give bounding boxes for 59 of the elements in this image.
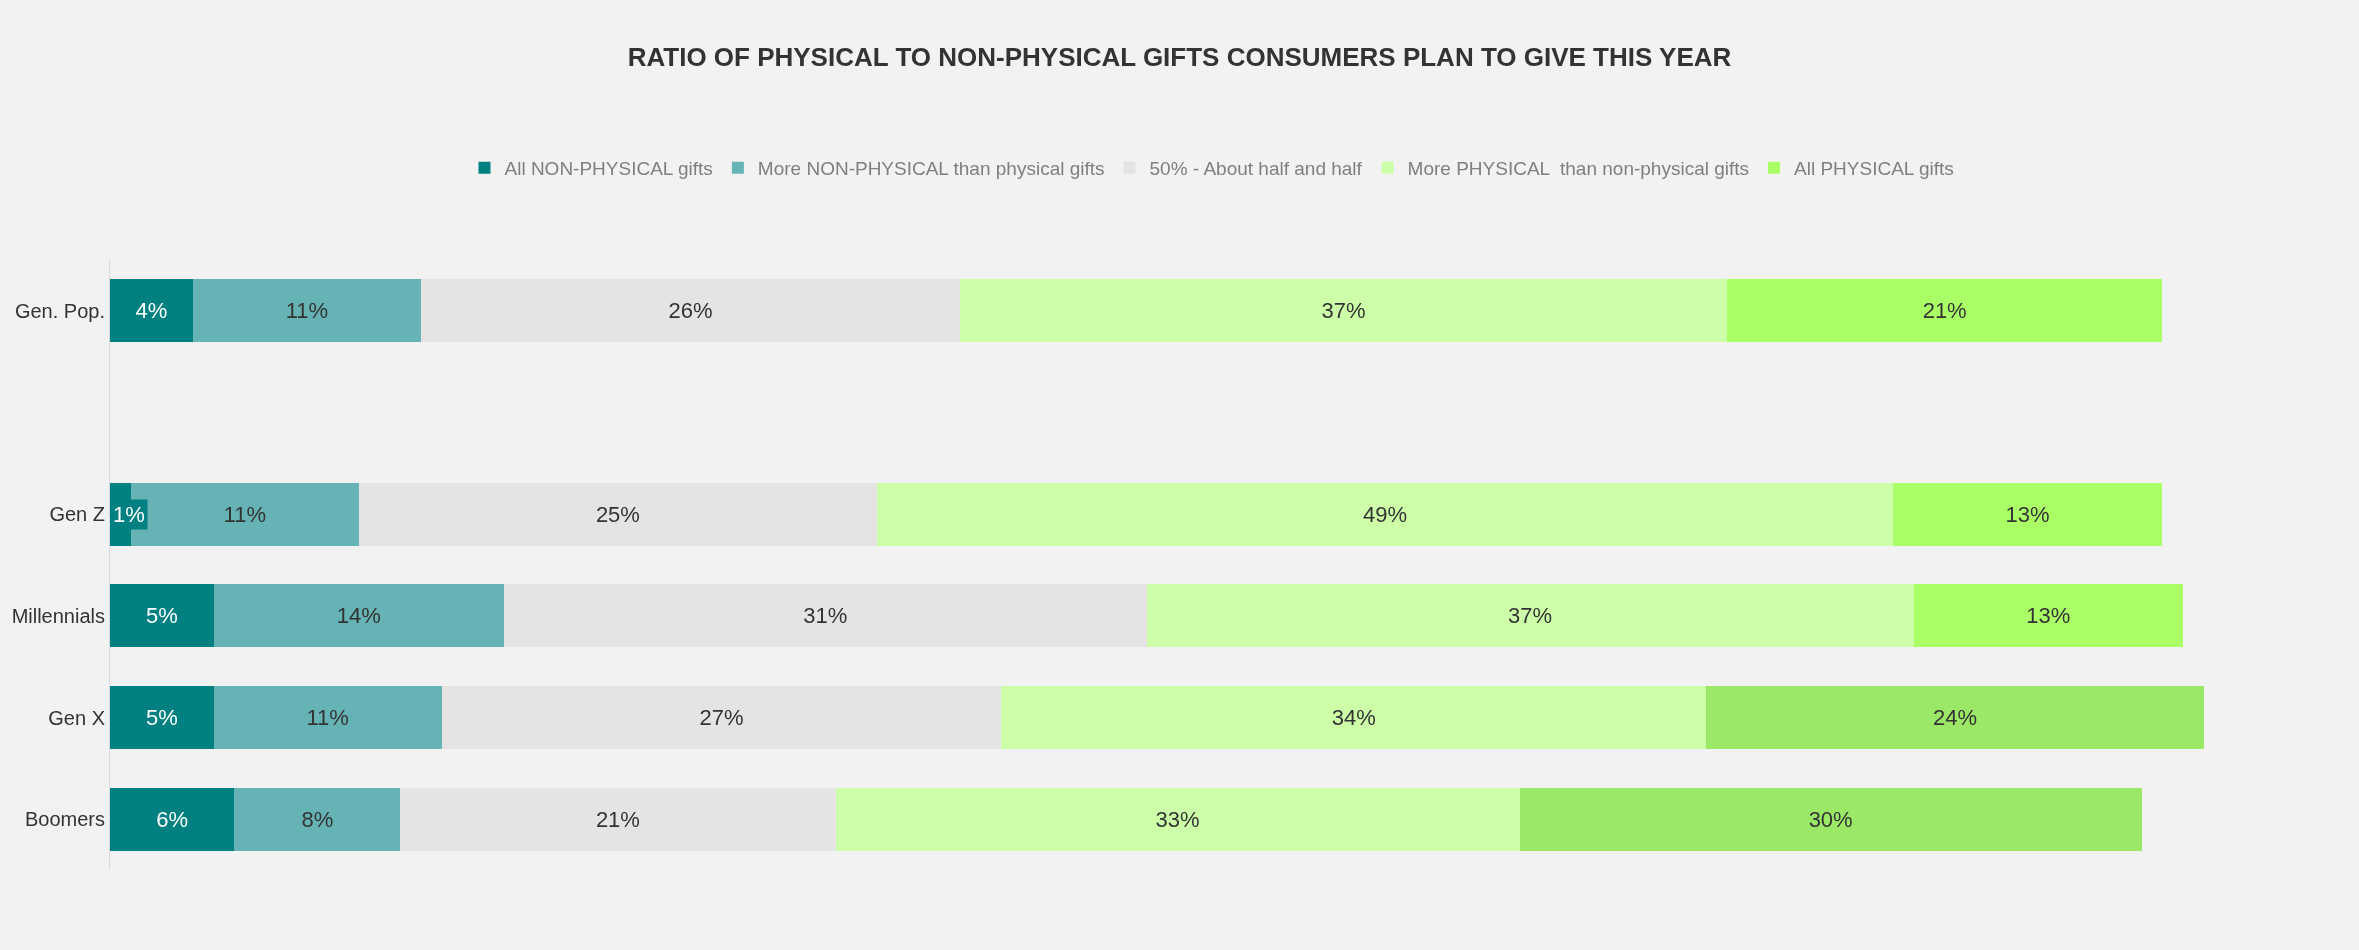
data-label: 25% [595,501,640,527]
bar [110,787,235,851]
legend-label: 50% - About half and half [1149,158,1363,180]
bar [110,584,214,648]
bar [192,279,421,343]
bar [400,787,836,851]
data-label: 6% [156,806,189,832]
legend-label: More PHYSICAL than non-physical gifts [1407,158,1750,180]
y-tick-label: Boomers [24,808,105,831]
data-label: 11% [223,501,266,527]
data-label: 8% [301,806,334,832]
data-label: 30% [1808,806,1853,832]
legend-label: All NON-PHYSICAL gifts [504,158,713,180]
data-label: 14% [336,603,381,629]
bar [1146,584,1914,648]
data-label: 11% [306,705,349,730]
bar [835,787,1520,851]
bar [1892,482,2163,546]
data-label: 31% [803,603,848,629]
data-label: 27% [699,705,744,730]
bar [213,685,442,750]
y-tick-label: Gen Z [49,503,105,526]
bar [110,685,214,750]
data-label: 26% [668,298,713,324]
legend-label: More NON-PHYSICAL than physical gifts [757,158,1105,180]
bar [959,279,1727,343]
data-label: 37% [1508,603,1553,629]
legend-label: All PHYSICAL gifts [1794,158,1954,180]
chart-title: RATIO OF PHYSICAL TO NON-PHYSICAL GIFTS CONSUMERS PLAN TO GIVE THIS YEAR [627,41,1732,72]
bar [1001,685,1707,750]
y-tick-label: Gen X [48,706,105,729]
data-label: 21% [595,806,640,832]
bar [877,482,1893,546]
bar [358,482,878,546]
data-label: 34% [1331,705,1376,730]
data-label: 5% [145,603,178,629]
bar [1913,584,2184,648]
bar [234,787,401,851]
data-label: 24% [1933,705,1978,730]
data-label: 4% [135,298,168,324]
bar [1519,787,2142,851]
bar [1726,279,2163,343]
data-label: 49% [1362,501,1407,527]
bar [213,584,504,648]
data-label: 13% [2026,603,2071,629]
data-label: 13% [2005,501,2050,527]
bar [1706,685,2204,750]
bar [503,584,1147,648]
y-tick-label: Gen. Pop. [14,299,105,322]
bar [110,279,193,343]
data-label: 5% [145,705,178,730]
data-label: 37% [1321,298,1366,324]
bar [420,279,960,343]
data-label: 21% [1922,298,1967,324]
data-label: 1% [113,502,145,527]
y-tick-label: Millennials [11,604,105,627]
data-label: 33% [1155,806,1200,832]
bar [441,685,1002,750]
data-label: 11% [285,298,329,324]
